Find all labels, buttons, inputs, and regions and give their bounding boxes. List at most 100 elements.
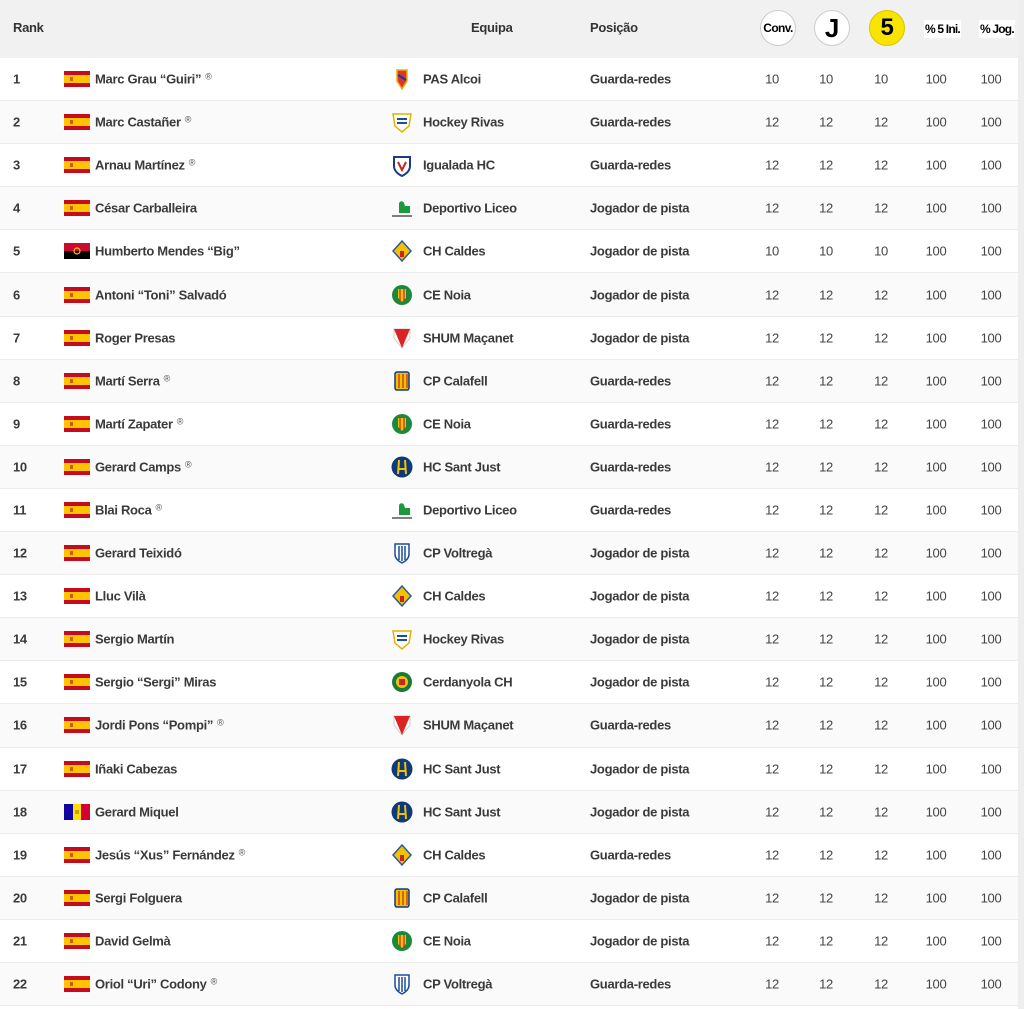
table-row[interactable]: 22 Oriol “Uri” Codony ® CP Voltregà Guard… [0,962,1018,1007]
table-row[interactable]: 14 Sergio Martín Hockey Rivas Jogador de… [0,618,1018,662]
team-name[interactable]: HC Sant Just [423,459,501,475]
pct-start-value: 100 [925,847,947,863]
position: Jogador de pista [590,330,690,346]
angola-flag-icon [64,243,90,260]
table-row[interactable]: 21 David Gelmà CE Noia Jogador de pista … [0,920,1018,963]
header-team[interactable]: Equipa [471,20,513,35]
table-row[interactable]: 8 Martí Serra ® CP Calafell Guarda-redes … [0,359,1018,403]
header-games-icon[interactable]: J [814,10,850,46]
table-row[interactable]: 3 Arnau Martínez ® Igualada HC Guarda-red… [0,144,1018,188]
team-name[interactable]: Igualada HC [423,157,495,173]
games-value: 12 [819,761,833,777]
pct-played-value: 100 [980,976,1002,992]
games-value: 12 [819,674,833,690]
player-name[interactable]: Arnau Martínez ® [95,157,196,173]
hockey-rivas-crest-icon [390,110,414,134]
table-row[interactable]: 10 Gerard Camps ® HC Sant Just Guarda-red… [0,445,1018,489]
table-row[interactable]: 19 Jesús “Xus” Fernández ® CH Caldes Guar… [0,834,1018,877]
scrollbar[interactable] [1018,0,1024,1009]
team-name[interactable]: CP Voltregà [423,545,493,561]
player-name[interactable]: Sergio “Sergi” Miras [95,674,217,690]
rank: 19 [13,847,27,863]
player-name[interactable]: Martí Zapater ® [95,416,184,432]
table-row[interactable]: 16 Jordi Pons “Pompi” ® SHUM Maçanet Guar… [0,704,1018,748]
player-name[interactable]: Sergi Folguera [95,890,182,906]
shum-crest-icon [390,713,414,737]
player-name[interactable]: Blai Roca ® [95,502,162,518]
player-name[interactable]: Oriol “Uri” Codony ® [95,976,218,992]
pct-played-value: 100 [980,674,1002,690]
player-name[interactable]: Jordi Pons “Pompi” ® [95,717,224,733]
team-name[interactable]: Cerdanyola CH [423,674,513,690]
team-name[interactable]: HC Sant Just [423,761,501,777]
liceo-crest-icon [390,498,414,522]
table-row[interactable]: 2 Marc Castañer ® Hockey Rivas Guarda-red… [0,101,1018,145]
table-row[interactable]: 7 Roger Presas SHUM Maçanet Jogador de p… [0,317,1018,360]
table-row[interactable]: 11 Blai Roca ® Deportivo Liceo Guarda-red… [0,489,1018,533]
table-row[interactable]: 5 Humberto Mendes “Big” CH Caldes Jogado… [0,230,1018,274]
team-name[interactable]: CP Calafell [423,373,488,389]
player-name[interactable]: Sergio Martín [95,631,175,647]
player-name[interactable]: Gerard Miquel [95,804,179,820]
table-row[interactable]: 13 Lluc Vilà CH Caldes Jogador de pista … [0,575,1018,619]
pct-played-value: 100 [980,200,1002,216]
conv-value: 12 [765,200,779,216]
player-name[interactable]: Roger Presas [95,330,176,346]
sant-just-crest-icon [390,757,414,781]
pct-start-value: 100 [925,502,947,518]
table-row[interactable]: 18 Gerard Miquel HC Sant Just Jogador de… [0,790,1018,834]
conv-value: 12 [765,373,779,389]
team-name[interactable]: CE Noia [423,933,471,949]
team-name[interactable]: Hockey Rivas [423,631,504,647]
player-name[interactable]: Marc Grau “Guiri” ® [95,71,212,87]
player-name[interactable]: David Gelmà [95,933,171,949]
team-name[interactable]: HC Sant Just [423,804,501,820]
goalkeeper-icon: ® [185,459,192,470]
table-row[interactable]: 15 Sergio “Sergi” Miras Cerdanyola CH Jo… [0,661,1018,705]
player-name[interactable]: Marc Castañer ® [95,114,192,130]
player-name[interactable]: Jesús “Xus” Fernández ® [95,847,245,863]
team-name[interactable]: Hockey Rivas [423,114,504,130]
player-name[interactable]: Gerard Teixidó [95,545,182,561]
player-name[interactable]: Martí Serra ® [95,373,170,389]
team-name[interactable]: CH Caldes [423,243,486,259]
goalkeeper-icon: ® [205,71,212,82]
header-pct-start[interactable]: % 5 Ini. [924,20,961,38]
header-starting-five-icon[interactable]: 5 [869,10,905,46]
player-name[interactable]: César Carballeira [95,200,197,216]
table-row[interactable]: 6 Antoni “Toni” Salvadó CE Noia Jogador … [0,273,1018,317]
header-conv-icon[interactable]: Conv. [760,10,796,46]
team-name[interactable]: CP Voltregà [423,976,493,992]
caldes-crest-icon [390,239,414,263]
table-row[interactable]: 9 Martí Zapater ® CE Noia Guarda-redes 12… [0,403,1018,446]
team-name[interactable]: Deportivo Liceo [423,502,517,518]
player-name[interactable]: Gerard Camps ® [95,459,192,475]
player-name[interactable]: Lluc Vilà [95,588,146,604]
team-name[interactable]: SHUM Maçanet [423,717,514,733]
table-row[interactable]: 20 Sergi Folguera CP Calafell Jogador de… [0,876,1018,920]
games-value: 12 [819,976,833,992]
player-name[interactable]: Iñaki Cabezas [95,761,178,777]
team-name[interactable]: Deportivo Liceo [423,200,517,216]
team-name[interactable]: CH Caldes [423,588,486,604]
player-name[interactable]: Humberto Mendes “Big” [95,243,240,259]
team-name[interactable]: CE Noia [423,416,471,432]
team-name[interactable]: PAS Alcoi [423,71,481,87]
team-name[interactable]: CE Noia [423,287,471,303]
team-name[interactable]: SHUM Maçanet [423,330,514,346]
table-row[interactable]: 17 Iñaki Cabezas HC Sant Just Jogador de… [0,748,1018,791]
team-name[interactable]: CP Calafell [423,890,488,906]
header-position[interactable]: Posição [590,20,638,35]
header-pct-played[interactable]: % Jog. [979,20,1015,38]
conv-value: 12 [765,545,779,561]
player-name[interactable]: Antoni “Toni” Salvadó [95,287,227,303]
caldes-crest-icon [390,843,414,867]
table-row[interactable]: 4 César Carballeira Deportivo Liceo Joga… [0,187,1018,231]
table-row[interactable]: 12 Gerard Teixidó CP Voltregà Jogador de… [0,532,1018,576]
header-rank[interactable]: Rank [13,20,44,35]
table-row[interactable]: 1 Marc Grau “Guiri” ® PAS Alcoi Guarda-re… [0,58,1018,102]
team-name[interactable]: CH Caldes [423,847,486,863]
caldes-crest-icon [390,584,414,608]
goalkeeper-icon: ® [210,976,218,987]
